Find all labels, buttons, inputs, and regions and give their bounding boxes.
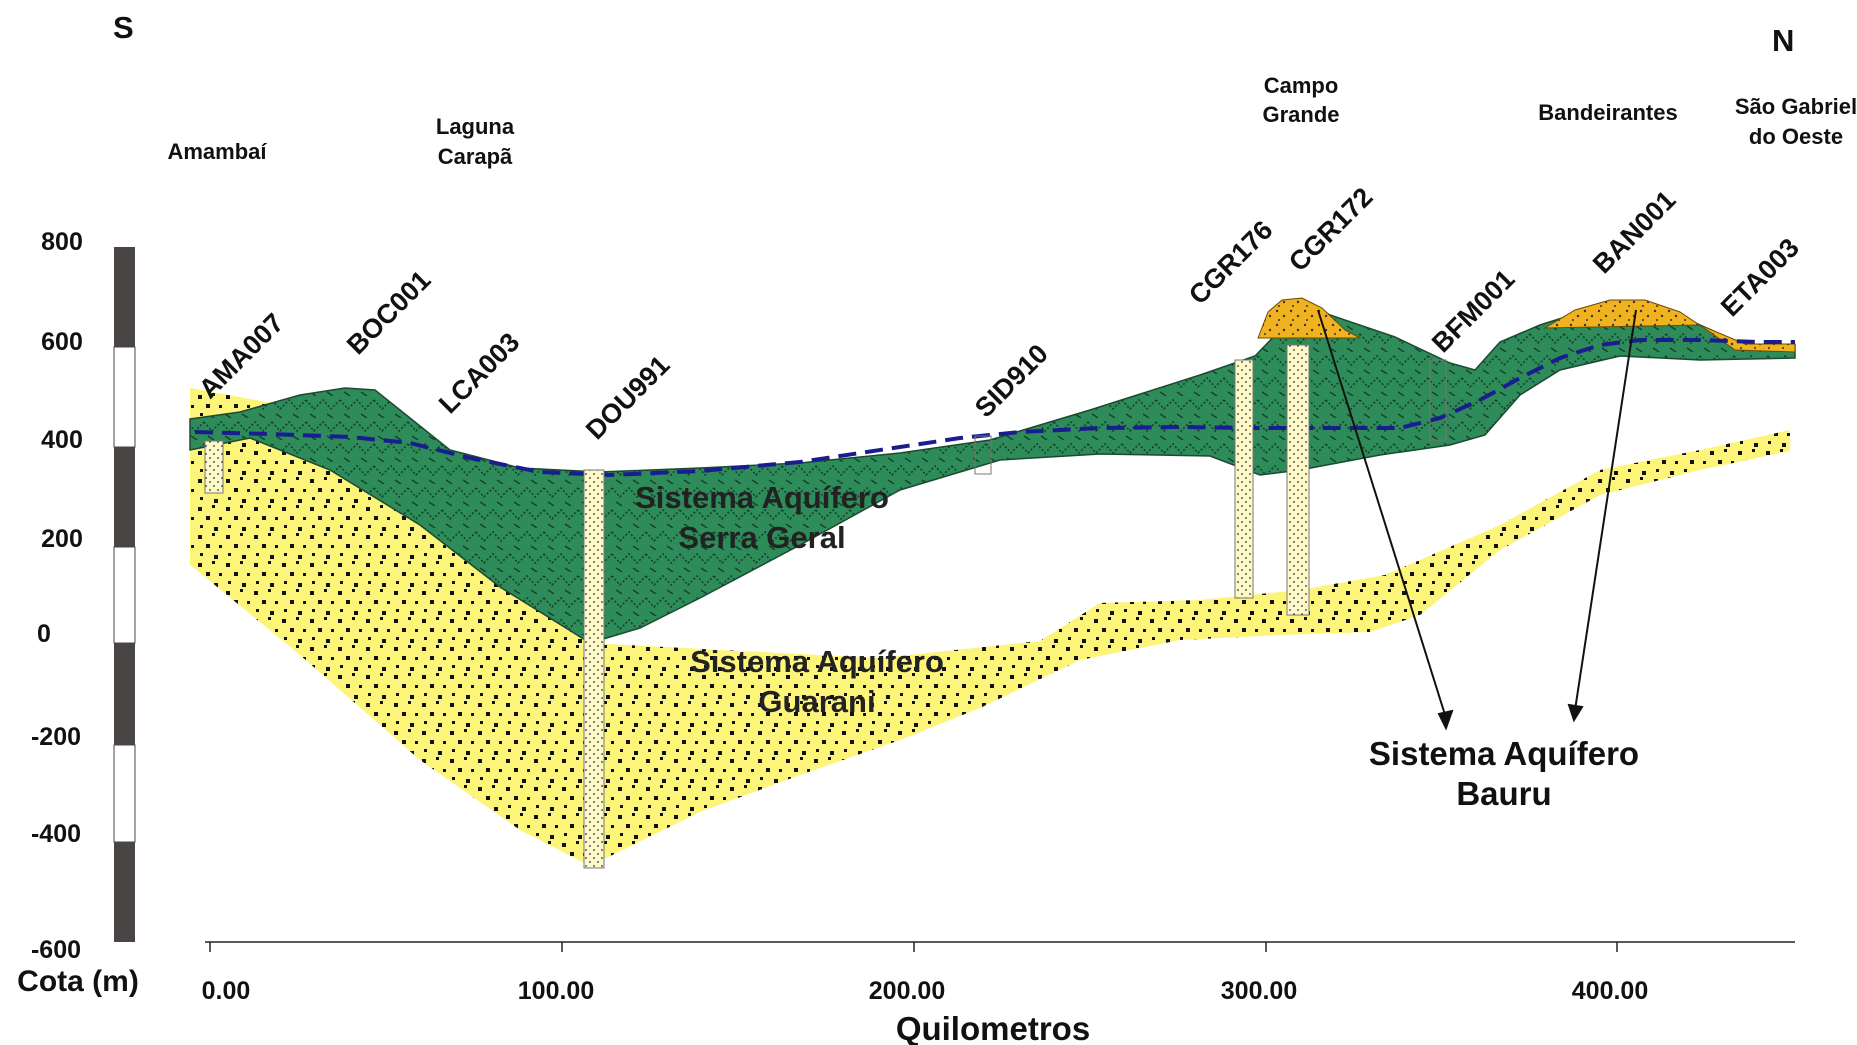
- city-laguna-carapa-line1: Laguna: [436, 114, 515, 139]
- well-label-sid910: SID910: [969, 338, 1054, 423]
- serra-geral-label-line2: Serra Geral: [678, 520, 845, 555]
- city-sao-gabriel-line1: São Gabriel: [1735, 94, 1857, 119]
- city-sao-gabriel-line2: do Oeste: [1749, 124, 1843, 149]
- y-tick-600: 600: [41, 328, 83, 356]
- well-column-ama007: [204, 440, 224, 494]
- y-tick-minus400: -400: [31, 820, 81, 848]
- bauru-label-line1: Sistema Aquífero: [1369, 735, 1639, 772]
- x-tick-200: 200.00: [869, 977, 945, 1005]
- y-tick-200: 200: [41, 525, 83, 553]
- well-label-eta003: ETA003: [1715, 232, 1805, 322]
- well-label-cgr176: CGR176: [1183, 215, 1278, 310]
- well-column-cgr176: [1234, 359, 1254, 599]
- elevation-scale-bar: [113, 247, 136, 942]
- x-tick-0: 0.00: [202, 977, 251, 1005]
- well-column-cgr172: [1286, 344, 1310, 616]
- x-axis-title: Quilometros: [896, 1010, 1090, 1045]
- well-column-sid910: [974, 435, 992, 475]
- bauru-aquifer-cap-1: [1257, 297, 1361, 339]
- well-label-lca003: LCA003: [433, 327, 525, 419]
- y-tick-minus600: -600: [31, 936, 81, 964]
- y-tick-minus200: -200: [31, 723, 81, 751]
- y-tick-800: 800: [41, 228, 83, 256]
- x-tick-400: 400.00: [1572, 977, 1648, 1005]
- x-tick-100: 100.00: [518, 977, 594, 1005]
- well-label-dou991: DOU991: [580, 350, 675, 445]
- bauru-arrows: [1317, 309, 1637, 731]
- city-laguna-carapa-line2: Carapã: [438, 144, 513, 169]
- guarani-lower-mask: [188, 450, 1795, 1045]
- city-bandeirantes: Bandeirantes: [1538, 100, 1677, 125]
- guarani-label-line2: Guarani: [758, 684, 875, 719]
- serra-geral-label-line1: Sistema Aquífero: [635, 480, 889, 515]
- y-tick-0: 0: [37, 620, 51, 648]
- y-axis-title: Cota (m): [17, 965, 139, 998]
- guarani-label-line1: Sistema Aquífero: [690, 644, 944, 679]
- x-tick-300: 300.00: [1221, 977, 1297, 1005]
- well-label-cgr172: CGR172: [1283, 182, 1378, 277]
- well-label-boc001: BOC001: [341, 265, 436, 360]
- city-campo-grande-line1: Campo: [1264, 73, 1339, 98]
- city-campo-grande-line2: Grande: [1262, 102, 1339, 127]
- well-column-bfm001: [1429, 359, 1447, 441]
- city-amambai: Amambaí: [167, 139, 267, 164]
- bauru-label-line2: Bauru: [1456, 775, 1551, 812]
- x-axis: [205, 941, 1795, 952]
- water-table-line: [194, 338, 1795, 478]
- well-label-ban001: BAN001: [1587, 185, 1681, 279]
- south-label: S: [113, 10, 134, 45]
- y-tick-400: 400: [41, 426, 83, 454]
- well-columns: [204, 344, 1447, 869]
- north-label: N: [1772, 23, 1794, 58]
- well-label-ama007: AMA007: [193, 308, 290, 405]
- well-column-dou991: [583, 469, 605, 869]
